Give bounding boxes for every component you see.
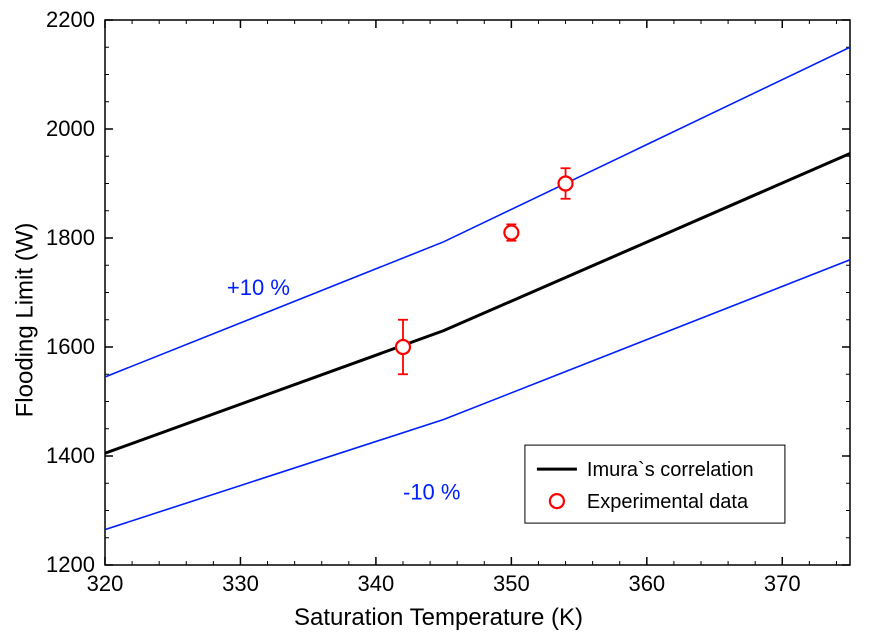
legend-label: Imura`s correlation xyxy=(587,459,754,481)
x-tick-label: 360 xyxy=(628,571,665,596)
chart-svg: 3203303403503603701200140016001800200022… xyxy=(0,0,877,640)
x-tick-label: 370 xyxy=(764,571,801,596)
y-tick-label: 1400 xyxy=(46,443,95,468)
chart-container: Flooding Limit (W) Saturation Temperatur… xyxy=(0,0,877,640)
x-axis-label: Saturation Temperature (K) xyxy=(0,604,877,632)
x-tick-label: 330 xyxy=(222,571,259,596)
series-annotation: -10 % xyxy=(403,480,460,505)
data-point xyxy=(504,226,518,240)
x-axis-label-text: Saturation Temperature (K) xyxy=(294,604,583,631)
data-point xyxy=(559,177,573,191)
series-annotation: +10 % xyxy=(227,275,290,300)
x-tick-label: 340 xyxy=(358,571,395,596)
y-axis-label-text: Flooding Limit (W) xyxy=(11,223,39,418)
y-axis-label: Flooding Limit (W) xyxy=(10,0,40,640)
y-tick-label: 1800 xyxy=(46,225,95,250)
y-tick-label: 2200 xyxy=(46,7,95,32)
legend-label: Experimental data xyxy=(587,491,749,513)
y-tick-label: 2000 xyxy=(46,116,95,141)
x-tick-label: 350 xyxy=(493,571,530,596)
y-tick-label: 1200 xyxy=(46,552,95,577)
data-point xyxy=(396,340,410,354)
y-tick-label: 1600 xyxy=(46,334,95,359)
